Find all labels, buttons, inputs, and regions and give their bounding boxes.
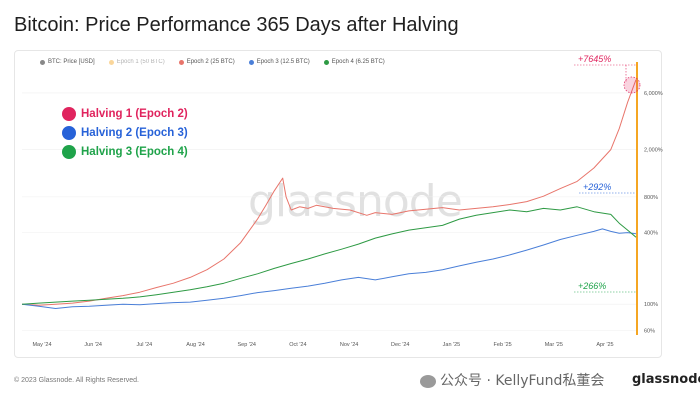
x-tick-label: Sep '24 bbox=[237, 342, 255, 348]
legend-item-epoch3[interactable]: Epoch 3 (12.5 BTC) bbox=[248, 59, 310, 65]
x-tick-label: Jun '24 bbox=[84, 342, 102, 348]
legend-dot bbox=[323, 59, 329, 65]
halving-dot bbox=[62, 125, 76, 140]
legend-label: BTC: Price [USD] bbox=[48, 59, 95, 65]
y-tick-label: 60% bbox=[644, 329, 655, 335]
halving-legend: Halving 1 (Epoch 2) Halving 2 (Epoch 3) … bbox=[62, 104, 188, 161]
halving-legend-item-1: Halving 1 (Epoch 2) bbox=[62, 104, 188, 123]
wechat-icon bbox=[420, 374, 436, 388]
y-tick-label: 400% bbox=[644, 231, 658, 237]
peak-highlight bbox=[623, 76, 641, 94]
x-tick-label: Mar '25 bbox=[545, 342, 563, 348]
wechat-brand: 公众号 · KellyFund私董会 bbox=[420, 370, 604, 390]
x-tick-label: Oct '24 bbox=[289, 342, 306, 348]
x-tick-label: Dec '24 bbox=[391, 342, 409, 348]
series-line-3 bbox=[21, 228, 637, 309]
glassnode-logo: glassnode bbox=[632, 372, 700, 387]
x-tick-label: Nov '24 bbox=[340, 342, 358, 348]
legend-item-epoch2[interactable]: Epoch 2 (25 BTC) bbox=[178, 59, 235, 65]
x-tick-label: May '24 bbox=[32, 342, 51, 348]
halving-legend-item-3: Halving 3 (Epoch 4) bbox=[62, 142, 188, 161]
legend-dot bbox=[178, 59, 184, 65]
annotation-label: +292% bbox=[583, 182, 611, 192]
legend-item-epoch1[interactable]: Epoch 1 (50 BTC) bbox=[108, 59, 165, 65]
chart-title: Bitcoin: Price Performance 365 Days afte… bbox=[14, 14, 459, 36]
brand-text: 公众号 · KellyFund私董会 bbox=[440, 373, 605, 389]
halving-label: Halving 1 (Epoch 2) bbox=[81, 107, 188, 120]
legend-label: Epoch 3 (12.5 BTC) bbox=[256, 59, 310, 65]
legend-dot bbox=[108, 59, 114, 65]
legend-item-epoch4[interactable]: Epoch 4 (6.25 BTC) bbox=[323, 59, 385, 65]
legend-label: Epoch 4 (6.25 BTC) bbox=[331, 59, 385, 65]
x-tick-label: Feb '25 bbox=[494, 342, 512, 348]
x-tick-label: Apr '25 bbox=[596, 342, 613, 348]
halving-legend-item-2: Halving 2 (Epoch 3) bbox=[62, 123, 188, 142]
y-tick-label: 100% bbox=[644, 302, 658, 308]
legend-dot bbox=[40, 59, 45, 65]
y-tick-label: 2,000% bbox=[644, 148, 663, 154]
chart-card bbox=[14, 50, 662, 358]
y-tick-label: 6,000% bbox=[644, 91, 663, 97]
copyright: © 2023 Glassnode. All Rights Reserved. bbox=[14, 377, 140, 384]
halving-label: Halving 3 (Epoch 4) bbox=[81, 145, 188, 158]
annotation-label: +7645% bbox=[578, 54, 611, 64]
series-line-4 bbox=[21, 206, 637, 305]
x-tick-label: Aug '24 bbox=[186, 342, 204, 348]
legend-dot bbox=[248, 59, 254, 65]
series-legend: BTC: Price [USD] Epoch 1 (50 BTC) Epoch … bbox=[40, 59, 385, 65]
annotation-label: +266% bbox=[578, 281, 606, 291]
legend-label: Epoch 1 (50 BTC) bbox=[116, 59, 165, 65]
halving-dot bbox=[62, 144, 76, 159]
halving-dot bbox=[62, 106, 76, 121]
y-tick-label: 800% bbox=[644, 195, 658, 201]
x-tick-label: Jul '24 bbox=[136, 342, 152, 348]
legend-label: Epoch 2 (25 BTC) bbox=[186, 59, 235, 65]
legend-item-price[interactable]: BTC: Price [USD] bbox=[40, 59, 95, 65]
x-tick-label: Jan '25 bbox=[443, 342, 461, 348]
halving-label: Halving 2 (Epoch 3) bbox=[81, 126, 188, 139]
series-line-2 bbox=[21, 79, 637, 306]
